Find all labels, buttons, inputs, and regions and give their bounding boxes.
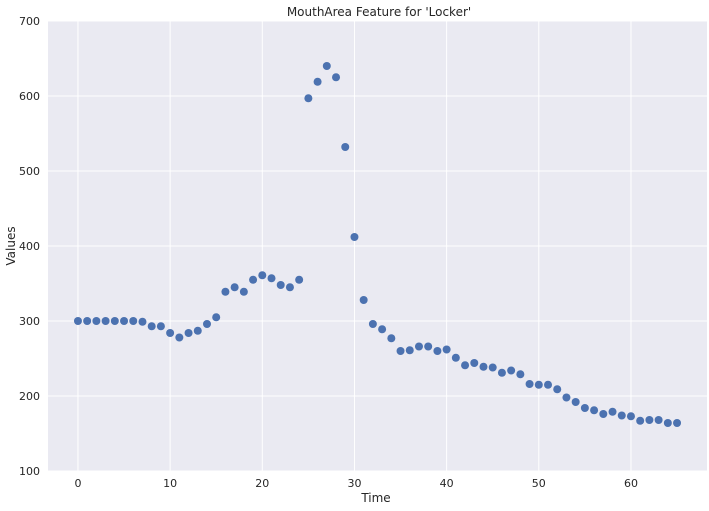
- x-tick-labels: 0 10 20 30 40 50 60: [74, 477, 638, 490]
- data-point: [497, 368, 506, 377]
- data-point: [304, 94, 313, 103]
- chart-title: MouthArea Feature for 'Locker': [287, 5, 471, 19]
- data-point: [544, 380, 553, 389]
- data-point: [663, 419, 672, 427]
- data-point: [451, 353, 460, 362]
- data-point: [175, 333, 184, 342]
- data-point: [230, 283, 239, 292]
- data-point: [147, 322, 156, 331]
- data-point: [313, 77, 322, 86]
- data-point: [184, 329, 193, 337]
- data-point: [295, 275, 304, 284]
- data-point: [479, 362, 488, 371]
- data-point: [534, 380, 543, 389]
- data-point: [101, 317, 110, 325]
- data-point: [166, 329, 175, 337]
- x-tick-label: 60: [624, 477, 638, 490]
- x-tick-label: 30: [347, 477, 361, 490]
- data-point: [654, 416, 663, 424]
- data-point: [258, 271, 267, 280]
- data-point: [645, 416, 654, 424]
- x-tick-label: 0: [74, 477, 81, 490]
- data-point: [507, 366, 516, 375]
- data-point: [359, 296, 368, 304]
- data-point: [332, 73, 341, 82]
- x-tick-label: 40: [440, 477, 454, 490]
- data-point: [608, 407, 617, 416]
- data-point: [249, 275, 258, 284]
- data-point: [636, 416, 645, 425]
- data-point: [617, 411, 626, 420]
- grid-lines: [48, 20, 707, 472]
- x-tick-label: 10: [163, 477, 177, 490]
- data-point: [156, 322, 165, 331]
- y-tick-label: 400: [19, 240, 40, 253]
- data-point: [424, 342, 433, 351]
- data-point: [387, 334, 396, 343]
- data-point: [626, 412, 635, 421]
- data-point: [470, 359, 479, 367]
- y-tick-label: 200: [19, 390, 40, 403]
- data-point: [285, 283, 294, 292]
- x-tick-label: 20: [255, 477, 269, 490]
- data-point: [202, 320, 211, 328]
- data-point: [405, 346, 414, 355]
- y-tick-label: 700: [19, 15, 40, 28]
- y-tick-label: 300: [19, 315, 40, 328]
- x-tick-label: 50: [532, 477, 546, 490]
- data-point: [322, 62, 331, 70]
- x-axis-label: Time: [360, 491, 390, 505]
- data-point: [378, 325, 387, 334]
- data-point: [461, 361, 470, 370]
- data-point: [562, 393, 571, 402]
- data-point: [414, 342, 423, 351]
- data-point: [516, 370, 525, 379]
- data-point: [525, 380, 534, 388]
- data-point: [590, 406, 599, 415]
- data-point: [488, 363, 497, 372]
- data-point: [673, 419, 682, 427]
- data-points: [73, 62, 682, 427]
- data-point: [350, 233, 359, 241]
- data-point: [553, 385, 562, 394]
- data-point: [92, 317, 101, 325]
- y-tick-label: 600: [19, 90, 40, 103]
- data-point: [120, 317, 129, 325]
- data-point: [341, 143, 350, 151]
- data-point: [442, 345, 451, 354]
- data-point: [221, 287, 230, 296]
- data-point: [368, 320, 377, 328]
- data-point: [267, 274, 276, 283]
- data-point: [138, 317, 147, 326]
- data-point: [239, 287, 248, 296]
- data-point: [129, 317, 138, 325]
- data-point: [599, 410, 608, 418]
- data-point: [193, 326, 202, 335]
- data-point: [73, 317, 82, 325]
- data-point: [212, 313, 221, 322]
- data-point: [571, 398, 580, 406]
- data-point: [396, 347, 405, 355]
- data-point: [276, 281, 285, 289]
- y-tick-label: 500: [19, 165, 40, 178]
- data-point: [433, 347, 442, 355]
- data-point: [580, 404, 589, 412]
- data-point: [110, 317, 119, 325]
- y-axis-label: Values: [4, 226, 18, 265]
- data-point: [83, 317, 92, 325]
- y-tick-label: 100: [19, 465, 40, 478]
- y-tick-labels: 100 200 300 400 500 600 700: [19, 15, 40, 478]
